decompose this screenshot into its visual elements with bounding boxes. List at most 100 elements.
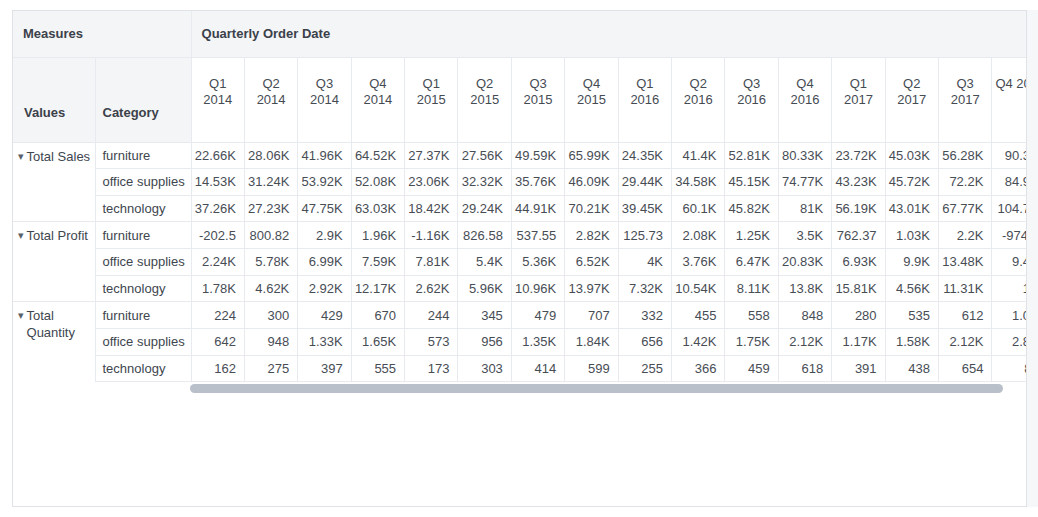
pivot-table: Measures Quarterly Order Date Values Cat…	[12, 10, 1027, 507]
horizontal-scrollbar-thumb[interactable]	[190, 384, 1003, 393]
value-cell: 438	[885, 355, 938, 382]
value-cell: 10.54K	[672, 275, 725, 302]
table-row: office supplies2.24K5.78K6.99K7.59K7.81K…	[13, 249, 1027, 276]
value-cell: 37.26K	[191, 195, 244, 222]
value-cell: 14.53K	[191, 169, 244, 196]
value-cell: 6.99K	[298, 249, 351, 276]
value-cell: 8.11K	[725, 275, 778, 302]
value-cell: 555	[351, 355, 404, 382]
value-cell: 63.03K	[351, 195, 404, 222]
value-cell: 52.08K	[351, 169, 404, 196]
category-cell: technology	[95, 275, 191, 302]
column-dimension-header: Quarterly Order Date	[191, 11, 1027, 57]
value-cell: 414	[511, 355, 564, 382]
value-cell: 848	[778, 302, 831, 329]
table-row: ▾Total Quantityfurniture2243004296702443…	[13, 302, 1027, 329]
value-cell: 27.37K	[405, 142, 458, 169]
value-cell: 162	[191, 355, 244, 382]
value-cell: 1.25K	[725, 222, 778, 249]
value-cell: 762.37	[832, 222, 885, 249]
value-cell: 6.47K	[725, 249, 778, 276]
values-header: Values	[13, 57, 95, 142]
category-header: Category	[95, 57, 191, 142]
pivot-grid: Measures Quarterly Order Date Values Cat…	[13, 11, 1027, 382]
value-cell: 45.15K	[725, 169, 778, 196]
column-header-q2-2017: Q22017	[885, 57, 938, 142]
value-cell: 74.77K	[778, 169, 831, 196]
value-cell: 1.65K	[351, 329, 404, 356]
measure-label: Total Sales	[27, 148, 91, 165]
collapse-caret-icon[interactable]: ▾	[18, 229, 24, 241]
value-cell: 5.78K	[244, 249, 297, 276]
column-header-q3-2015: Q32015	[511, 57, 564, 142]
value-cell: 618	[778, 355, 831, 382]
column-header-q4-2017: Q4 2017	[992, 57, 1027, 142]
value-cell: 826.58	[458, 222, 511, 249]
value-cell: 9.43K	[992, 249, 1027, 276]
value-cell: 881	[992, 355, 1027, 382]
collapse-caret-icon[interactable]: ▾	[18, 150, 24, 162]
measures-header: Measures	[13, 11, 191, 57]
column-header-q2-2014: Q22014	[244, 57, 297, 142]
value-cell: 573	[405, 329, 458, 356]
measure-cell-total-profit: ▾Total Profit	[13, 222, 95, 302]
value-cell: 800.82	[244, 222, 297, 249]
value-cell: 41.96K	[298, 142, 351, 169]
value-cell: 7.59K	[351, 249, 404, 276]
value-cell: 5.36K	[511, 249, 564, 276]
value-cell: 24.35K	[618, 142, 671, 169]
value-cell: 65.99K	[565, 142, 618, 169]
value-cell: 7.81K	[405, 249, 458, 276]
value-cell: 459	[725, 355, 778, 382]
value-cell: 45.72K	[885, 169, 938, 196]
value-cell: 19K	[992, 275, 1027, 302]
column-header-row: Values Category Q12014Q22014Q32014Q42014…	[13, 57, 1027, 142]
collapse-caret-icon[interactable]: ▾	[18, 309, 24, 321]
value-cell: 6.52K	[565, 249, 618, 276]
value-cell: -1.16K	[405, 222, 458, 249]
value-cell: 44.91K	[511, 195, 564, 222]
value-cell: 72.2K	[938, 169, 991, 196]
value-cell: 29.24K	[458, 195, 511, 222]
category-cell: furniture	[95, 222, 191, 249]
right-scrollbar-gutter	[1027, 10, 1038, 507]
table-row: ▾Total Salesfurniture22.66K28.06K41.96K6…	[13, 142, 1027, 169]
table-row: office supplies14.53K31.24K53.92K52.08K2…	[13, 169, 1027, 196]
value-cell: 956	[458, 329, 511, 356]
value-cell: 479	[511, 302, 564, 329]
value-cell: 23.72K	[832, 142, 885, 169]
value-cell: 2.87K	[992, 329, 1027, 356]
value-cell: 4.56K	[885, 275, 938, 302]
category-cell: furniture	[95, 142, 191, 169]
value-cell: 80.33K	[778, 142, 831, 169]
value-cell: -202.5	[191, 222, 244, 249]
value-cell: 56.28K	[938, 142, 991, 169]
value-cell: 20.83K	[778, 249, 831, 276]
value-cell: 2.92K	[298, 275, 351, 302]
value-cell: 455	[672, 302, 725, 329]
value-cell: 2.24K	[191, 249, 244, 276]
value-cell: 60.1K	[672, 195, 725, 222]
value-cell: 11.31K	[938, 275, 991, 302]
value-cell: 9.9K	[885, 249, 938, 276]
value-cell: 303	[458, 355, 511, 382]
value-cell: 280	[832, 302, 885, 329]
value-cell: 41.4K	[672, 142, 725, 169]
value-cell: 45.82K	[725, 195, 778, 222]
value-cell: 18.42K	[405, 195, 458, 222]
measure-cell-total-sales: ▾Total Sales	[13, 142, 95, 222]
column-header-q3-2014: Q32014	[298, 57, 351, 142]
table-row: ▾Total Profitfurniture-202.5800.822.9K1.…	[13, 222, 1027, 249]
value-cell: 70.21K	[565, 195, 618, 222]
value-cell: 642	[191, 329, 244, 356]
value-cell: 13.48K	[938, 249, 991, 276]
value-cell: 558	[725, 302, 778, 329]
value-cell: 23.06K	[405, 169, 458, 196]
value-cell: 599	[565, 355, 618, 382]
value-cell: 56.19K	[832, 195, 885, 222]
value-cell: 10.96K	[511, 275, 564, 302]
value-cell: 2.2K	[938, 222, 991, 249]
value-cell: 224	[191, 302, 244, 329]
column-header-q3-2016: Q32016	[725, 57, 778, 142]
value-cell: 90.35K	[992, 142, 1027, 169]
